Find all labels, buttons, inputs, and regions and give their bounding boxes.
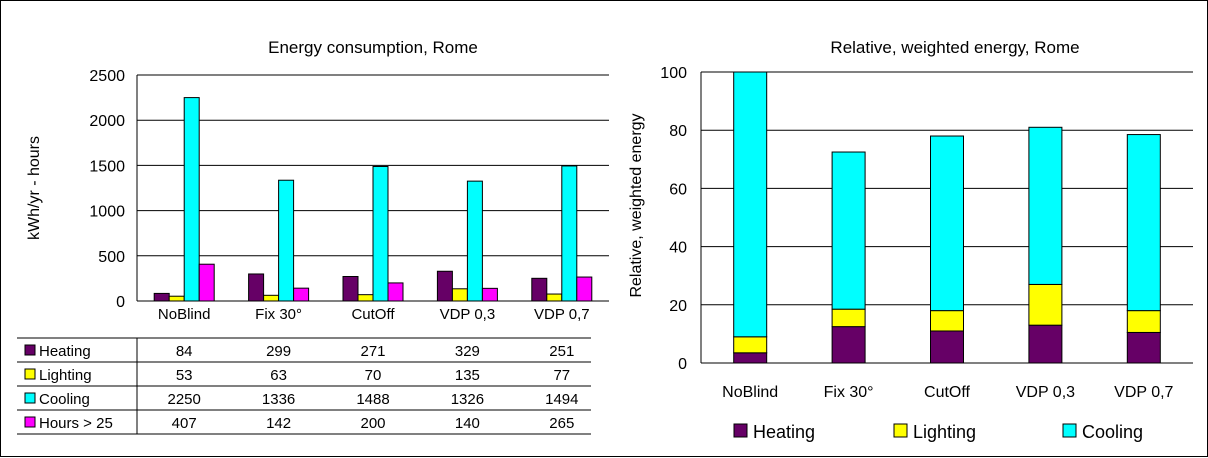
chart2-bar-segment: [1028, 324, 1063, 364]
chart1-table-value: 1326: [451, 391, 484, 408]
chart1-y-tick-label: 2500: [89, 68, 125, 85]
chart1-table-value: 63: [270, 367, 287, 384]
chart2-bar-segment: [1126, 331, 1161, 364]
chart2-bar-segment: [930, 310, 964, 332]
chart2-y-tick-label: 80: [669, 123, 687, 140]
chart1-y-tick-label: 0: [116, 294, 125, 311]
chart1-bar: [293, 287, 310, 302]
chart2-legend-label: Heating: [753, 422, 815, 442]
chart2-bar-segment: [831, 326, 866, 364]
chart1-bar: [561, 165, 578, 302]
chart1-table-value: 142: [266, 415, 291, 432]
chart1-bar: [531, 277, 548, 302]
chart1-legend-label: Lighting: [39, 367, 92, 384]
chart2-legend-swatch: [733, 423, 748, 438]
chart1-table-value: 1494: [545, 391, 578, 408]
chart2-bar-segment: [1126, 310, 1161, 333]
chart2-bar-segment: [1028, 126, 1063, 285]
chart1-y-tick-label: 500: [98, 249, 125, 266]
chart2-y-tick-label: 40: [669, 240, 687, 257]
chart1-table-value: 77: [553, 367, 570, 384]
chart2-x-tick-label: Fix 30°: [824, 384, 874, 401]
chart1-y-axis-label: kWh/yr - hours: [26, 136, 43, 240]
chart1-x-tick-label: VDP 0,7: [534, 306, 590, 323]
chart2-x-tick-label: CutOff: [924, 384, 971, 401]
chart1-y-tick-label: 1500: [89, 158, 125, 175]
chart1-bar: [198, 263, 215, 302]
chart1-title: Energy consumption, Rome: [268, 38, 478, 57]
chart2-bar-segment: [733, 71, 768, 338]
chart2-x-tick-label: VDP 0,3: [1016, 384, 1075, 401]
chart1-y-tick-label: 2000: [89, 113, 125, 130]
chart2-y-tick-label: 100: [660, 65, 687, 82]
chart1-table-value: 329: [455, 343, 480, 360]
chart1-bar: [342, 276, 359, 302]
chart1-x-tick-label: VDP 0,3: [440, 306, 496, 323]
chart1-legend-swatch: [24, 344, 36, 356]
chart2-y-tick-label: 60: [669, 181, 687, 198]
chart1-table-value: 140: [455, 415, 480, 432]
chart2-bar-segment: [733, 336, 768, 354]
chart2-bar-segment: [930, 330, 964, 364]
chart1-bar: [183, 97, 200, 302]
chart2-x-tick-label: NoBlind: [722, 384, 778, 401]
chart2-legend-label: Lighting: [913, 422, 976, 442]
chart1-x-tick-label: Fix 30°: [255, 306, 302, 323]
chart1-bar: [436, 270, 453, 302]
chart1-legend-label: Cooling: [39, 391, 90, 408]
chart1-legend-swatch: [24, 392, 36, 404]
chart2-legend-swatch: [893, 423, 908, 438]
chart1-table-value: 53: [176, 367, 193, 384]
chart1-table-value: 70: [365, 367, 382, 384]
chart1-table-value: 2250: [168, 391, 201, 408]
chart1-bar: [168, 295, 185, 302]
chart1-bar: [466, 180, 483, 302]
chart2-bar-segment: [930, 135, 964, 312]
chart1-bar: [357, 294, 374, 302]
chart1-legend-label: Hours > 25: [39, 415, 113, 432]
chart1-bar: [387, 282, 404, 302]
chart1-legend-swatch: [24, 416, 36, 428]
chart2-bar-segment: [1126, 134, 1161, 312]
chart1-y-tick-label: 1000: [89, 204, 125, 221]
chart1-bar: [248, 273, 265, 302]
chart2-bar-segment: [733, 352, 768, 364]
chart1-bar: [576, 276, 593, 302]
chart1-legend-label: Heating: [39, 343, 91, 360]
chart2-bar-segment: [1028, 283, 1063, 326]
chart1-bar: [278, 179, 295, 302]
chart2-bar-segment: [831, 308, 866, 328]
chart1-bar: [451, 288, 468, 302]
chart1-table-value: 299: [266, 343, 291, 360]
chart1-table-value: 84: [176, 343, 193, 360]
chart1-table-value: 200: [360, 415, 385, 432]
chart2-bar-segment: [831, 151, 866, 310]
chart1-table-value: 135: [455, 367, 480, 384]
chart1-table-value: 265: [549, 415, 574, 432]
chart2-legend-swatch: [1062, 423, 1077, 438]
chart1-bar: [153, 292, 170, 302]
chart1-legend-swatch: [24, 368, 36, 380]
chart1-x-tick-label: NoBlind: [158, 306, 211, 323]
chart1-table-value: 271: [360, 343, 385, 360]
chart2-x-tick-label: VDP 0,7: [1114, 384, 1173, 401]
chart2-y-tick-label: 20: [669, 298, 687, 315]
chart1-x-tick-label: CutOff: [351, 306, 395, 323]
chart1-table-value: 251: [549, 343, 574, 360]
chart2-legend-label: Cooling: [1082, 422, 1143, 442]
chart1-bar: [372, 165, 389, 302]
chart2-title: Relative, weighted energy, Rome: [830, 38, 1079, 57]
chart2-y-tick-label: 0: [678, 356, 687, 373]
chart1-bar: [481, 287, 498, 302]
chart1-bar: [546, 293, 563, 302]
chart1-table-value: 1336: [262, 391, 295, 408]
chart1-table-value: 407: [172, 415, 197, 432]
chart2-y-axis-label: Relative, weighted energy: [628, 113, 645, 297]
chart1-bar: [263, 294, 280, 302]
chart1-table-value: 1488: [356, 391, 389, 408]
